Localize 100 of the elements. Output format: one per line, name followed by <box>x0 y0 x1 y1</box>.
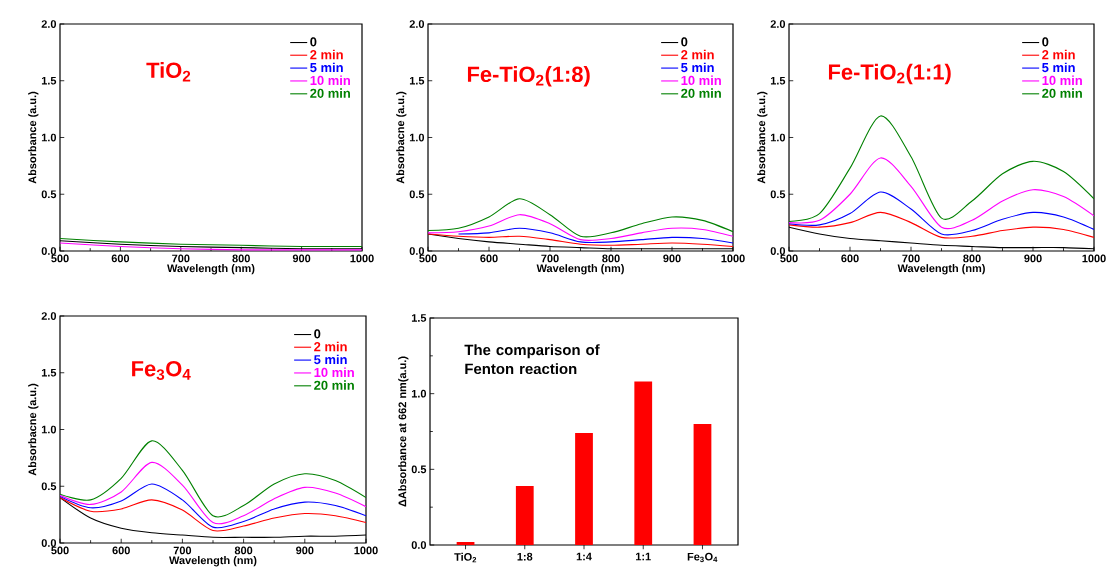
y-tick-label: 1.0 <box>411 389 427 398</box>
text: Fe$_{3}$O$_{4}$ <box>132 360 191 381</box>
y-tick-label: 1.5 <box>409 76 425 85</box>
y-tick-label: 0.0 <box>41 539 57 547</box>
legend-label: 10 min <box>310 75 350 86</box>
bar <box>575 433 593 545</box>
legend-label: 2 min <box>310 49 343 60</box>
line-series <box>60 483 366 529</box>
y-tick-label: 1.0 <box>770 133 786 142</box>
line-series <box>60 440 366 518</box>
x-axis-title: Wavelength (nm) <box>897 264 985 275</box>
bar <box>634 381 653 545</box>
y-tick-label: 0.0 <box>41 247 57 255</box>
y-axis-title: Absorbacne (a.u.) <box>396 91 407 184</box>
x-tick-label: 800 <box>234 546 253 555</box>
y-tick-label: 1.0 <box>409 133 425 142</box>
legend-label: 5 min <box>314 354 347 365</box>
legend-label: 20 min <box>314 380 354 390</box>
line-series <box>789 115 1095 223</box>
legend-label: 0 <box>310 37 317 47</box>
y-tick-label: 2.0 <box>409 20 425 28</box>
y-tick-label: 0.5 <box>41 482 57 491</box>
line-series <box>428 198 733 238</box>
text: TiO$_{2}$ <box>146 61 191 82</box>
x-tick-label: 900 <box>292 254 311 263</box>
y-tick-label: 1.5 <box>411 314 427 322</box>
legend-label: 20 min <box>681 88 721 98</box>
y-tick-label: 2.0 <box>41 312 57 320</box>
x-tick-label: 800 <box>963 254 981 263</box>
x-axis-title: Wavelength (nm) <box>536 264 624 275</box>
y-tick-label: 0.5 <box>41 190 57 199</box>
legend-label: 0 <box>681 37 688 47</box>
legend-label: 0 <box>1042 37 1049 47</box>
x-tick-label: TiO$_{2}$ <box>454 552 477 563</box>
legend-label: 2 min <box>681 49 714 60</box>
x-tick-label: 800 <box>232 254 250 263</box>
x-tick-label: 900 <box>1024 254 1042 263</box>
y-tick-label: 1.0 <box>41 425 57 434</box>
y-tick-label: 0.5 <box>770 190 786 199</box>
bar <box>515 485 534 545</box>
y-tick-label: 2.0 <box>41 20 57 28</box>
x-tick-label: 1:4 <box>576 552 592 561</box>
x-tick-label: 1:8 <box>517 552 533 561</box>
y-tick-label: 0.0 <box>770 247 786 255</box>
x-tick-label: 700 <box>541 254 559 263</box>
y-tick-label: 1.5 <box>41 76 57 85</box>
x-tick-label: 700 <box>173 546 192 555</box>
legend-label: 5 min <box>681 62 714 73</box>
y-axis-title: Absorbance (a.u.) <box>757 91 768 184</box>
x-tick-label: 1000 <box>354 546 378 555</box>
y-tick-label: 1.0 <box>41 133 57 142</box>
x-tick-label: 500 <box>51 254 69 263</box>
x-tick-label: 1000 <box>350 254 374 263</box>
line-series <box>789 191 1095 236</box>
x-tick-label: 500 <box>51 546 69 555</box>
x-tick-label: 1:1 <box>636 552 651 561</box>
y-tick-label: 1.5 <box>770 76 786 85</box>
x-tick-label: 500 <box>780 254 798 263</box>
y-tick-label: 0.5 <box>409 190 425 199</box>
bar <box>456 541 475 545</box>
y-axis-title: Absorbance (a.u.) <box>28 91 39 184</box>
x-tick-label: 600 <box>480 254 498 263</box>
text: Fe-TiO$_{2}$(1:1) <box>828 63 951 85</box>
annotation: The comparison of Fenton reaction <box>464 344 600 375</box>
y-tick-label: 1.5 <box>41 368 57 377</box>
x-tick-label: 1000 <box>1082 254 1106 263</box>
x-axis-title: Wavelength (nm) <box>167 264 255 275</box>
line-series <box>789 211 1095 239</box>
x-tick-label: 600 <box>841 254 859 263</box>
legend-label: 5 min <box>1042 62 1075 73</box>
x-tick-label: 800 <box>602 254 620 263</box>
legend-label: 10 min <box>1042 75 1082 86</box>
x-tick-label: 900 <box>663 254 681 263</box>
line-series <box>60 497 366 532</box>
line-series <box>457 227 733 244</box>
legend-label: 20 min <box>1042 88 1082 98</box>
line-series <box>428 214 733 242</box>
x-tick-label: 700 <box>902 254 920 263</box>
legend-label: 10 min <box>681 75 721 86</box>
x-tick-label: 600 <box>112 546 130 555</box>
x-tick-label: Fe$_{3}$O$_{4}$ <box>687 552 718 563</box>
legend-label: 20 min <box>310 88 350 98</box>
bar <box>693 423 712 545</box>
y-axis-title: Absorbacne (a.u.) <box>28 383 39 476</box>
x-axis-title: Wavelength (nm) <box>169 556 257 567</box>
legend-label: 2 min <box>1042 49 1075 60</box>
y-tick-label: 0.0 <box>409 247 425 255</box>
x-tick-label: 600 <box>111 254 130 263</box>
y-tick-label: 0.0 <box>411 541 427 549</box>
x-tick-label: 900 <box>296 546 314 555</box>
legend-label: 5 min <box>310 62 343 73</box>
text: Fe-TiO$_{2}$(1:8) <box>467 65 590 87</box>
legend-label: 2 min <box>314 341 347 352</box>
x-tick-label: 1000 <box>721 254 745 263</box>
x-tick-label: 700 <box>172 254 190 263</box>
legend-label: 0 <box>314 329 321 339</box>
y-tick-label: 0.5 <box>411 465 427 474</box>
line-series <box>60 461 366 525</box>
y-tick-label: 2.0 <box>770 20 786 28</box>
legend-label: 10 min <box>314 367 354 378</box>
